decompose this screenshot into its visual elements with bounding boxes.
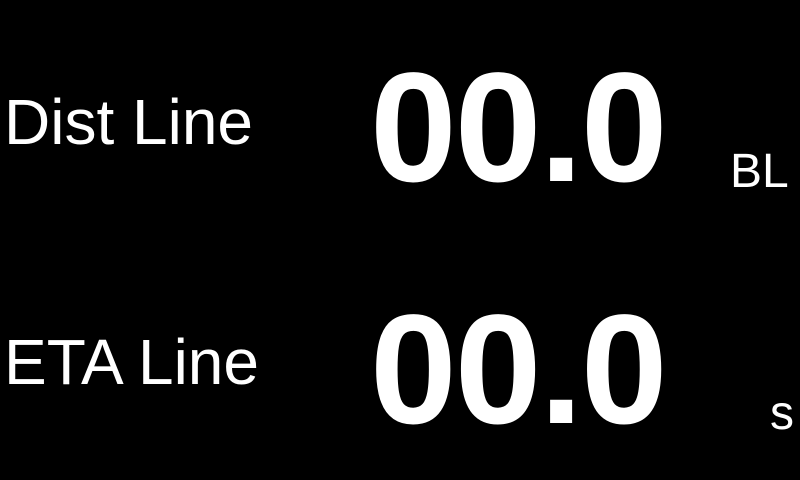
eta-line-value: 00.0 bbox=[370, 283, 668, 457]
eta-line-unit: s bbox=[770, 387, 794, 440]
dist-line-label: Dist Line bbox=[4, 86, 253, 158]
eta-line-row: ETA Line 00.0 s bbox=[0, 240, 800, 480]
dist-line-unit: BL bbox=[730, 145, 789, 198]
dist-line-row: Dist Line 00.0 BL bbox=[4, 41, 789, 215]
eta-line-label: ETA Line bbox=[4, 326, 259, 398]
dist-line-value: 00.0 bbox=[370, 41, 668, 215]
